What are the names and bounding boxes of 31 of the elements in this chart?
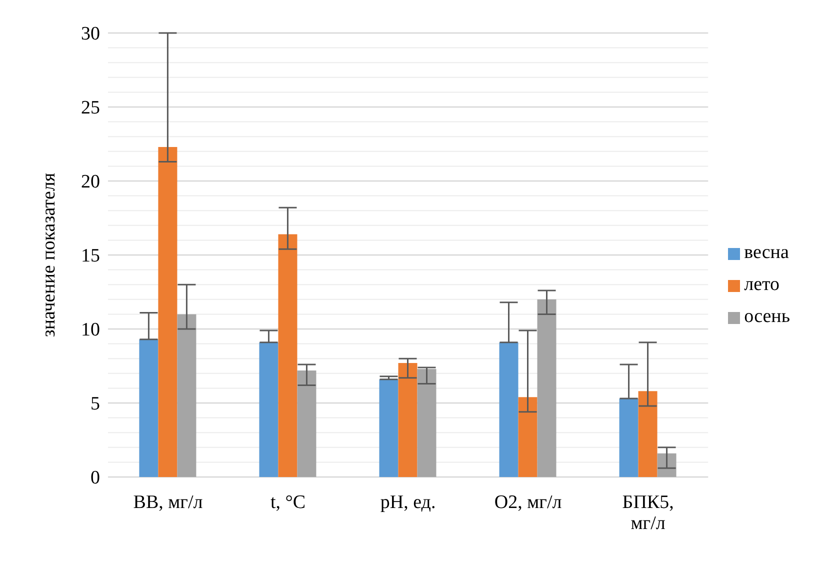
bar — [499, 342, 518, 477]
legend-label: весна — [744, 242, 789, 263]
bar — [158, 146, 178, 477]
x-tick-label: ВВ, мг/л — [133, 492, 204, 514]
bar — [177, 314, 196, 477]
x-tick-label: O2, мг/л — [494, 492, 562, 514]
bar — [139, 339, 158, 477]
legend-label: лето — [744, 274, 780, 295]
bar — [657, 453, 676, 477]
y-tick-label: 20 — [81, 172, 100, 193]
x-tick-label: БПК5, мг/л — [622, 492, 674, 534]
x-tick-label: t, °C — [270, 492, 306, 514]
bar — [537, 299, 556, 477]
y-tick-label: 5 — [90, 394, 100, 415]
bar — [417, 368, 436, 477]
bar — [278, 234, 298, 477]
bar — [619, 398, 638, 477]
bar — [297, 370, 316, 477]
bar — [638, 391, 658, 477]
y-tick-label: 15 — [81, 246, 100, 267]
y-tick-label: 10 — [81, 320, 100, 341]
y-tick-label: 30 — [81, 24, 100, 45]
bar — [398, 363, 418, 477]
y-tick-label: 25 — [81, 98, 100, 119]
x-tick-label: pH, ед. — [380, 492, 436, 514]
legend-label: осень — [744, 306, 790, 327]
bar — [518, 397, 538, 477]
bar — [259, 342, 278, 477]
bar — [379, 379, 398, 477]
y-axis-title: значение показателя — [38, 172, 60, 338]
y-tick-label: 0 — [90, 468, 100, 489]
